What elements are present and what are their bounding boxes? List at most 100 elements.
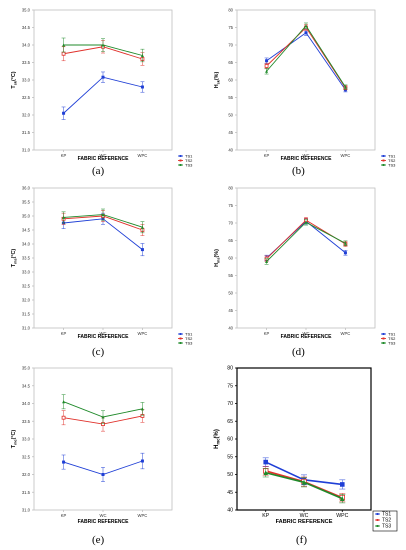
legend-marker (376, 525, 379, 527)
y-axis-title-subscript: sk (14, 80, 18, 85)
legend-marker (179, 155, 182, 157)
data-point-ts1 (101, 75, 105, 79)
data-point-ts1 (339, 482, 345, 487)
y-axis-title-subscript: ms (14, 258, 18, 264)
data-point-ts3 (101, 43, 105, 47)
legend-marker (179, 342, 182, 344)
y-tick-label: 45 (228, 130, 233, 135)
x-tick-label: WPC (138, 513, 148, 518)
caption-c: (c) (92, 346, 105, 358)
y-tick-label: 32.0 (22, 113, 31, 118)
y-tick-label: 65 (228, 238, 233, 243)
data-point-ts1 (62, 460, 66, 464)
y-axis-title-subscript: mc (14, 439, 18, 445)
y-tick-label: 50 (228, 291, 233, 296)
y-tick-label: 35.0 (22, 214, 31, 219)
data-point-ts1 (62, 111, 66, 115)
x-axis-title: FABRIC REFERENCE (78, 519, 130, 525)
y-axis-title: Tsk(°C) (11, 71, 18, 88)
y-tick-label: 34.0 (22, 43, 31, 48)
data-point-ts3 (62, 215, 66, 219)
caption-b: (b) (292, 165, 305, 177)
legend-label: TS3 (388, 163, 396, 168)
x-tick-label: WC (300, 513, 309, 519)
y-tick-label: 70 (228, 221, 233, 226)
data-point-ts1 (140, 85, 144, 89)
y-tick-label: 35.0 (22, 8, 31, 13)
y-axis-title: Hsk(%) (214, 72, 221, 89)
plot-frame (236, 367, 372, 511)
y-axis-title-unit: (°C) (11, 71, 17, 81)
y-tick-label: 32.5 (22, 95, 31, 100)
chart-b-svg: 40 45 50 55 60 65 70 75 80 KP WC WPC FABRIC REFERENC… (214, 8, 396, 168)
chart-panel-f: 40 45 50 55 60 65 70 75 80 KP WC WPC FABRIC REFERENC… (203, 358, 403, 532)
data-point-ts3 (140, 225, 144, 229)
legend-marker (179, 164, 182, 166)
x-tick-label: WPC (138, 153, 148, 158)
y-tick-label: 65 (228, 60, 233, 65)
y-tick-label: 34.5 (22, 383, 31, 388)
y-tick-label: 70 (228, 43, 233, 48)
y-tick-label: 31.0 (22, 326, 31, 331)
y-tick-label: 34.0 (22, 242, 31, 247)
series-line-ts1 (266, 220, 346, 259)
legend-marker (382, 333, 385, 335)
legend-marker (179, 333, 182, 335)
y-tick-label: 40 (227, 508, 233, 514)
y-tick-label: 34.5 (22, 25, 31, 30)
x-tick-label: KP (61, 331, 67, 336)
chart-e-svg: 31.0 31.5 32.0 32.5 33.0 33.5 34.0 34.5 35.0 KP WC… (11, 366, 173, 525)
chart-panel-e: 31.0 31.5 32.0 32.5 33.0 33.5 34.0 34.5 35.0 KP WC… (0, 358, 200, 530)
y-tick-label: 35.0 (22, 366, 31, 371)
data-point-ts1 (101, 473, 105, 476)
y-tick-label: 31.0 (22, 148, 31, 153)
y-tick-label: 34.0 (22, 401, 31, 406)
data-point-ts1 (140, 459, 144, 463)
chart-d-svg: 40 45 50 55 60 65 70 75 80 KP WC WPC FABRIC REFERENC… (214, 186, 396, 346)
data-point-ts3 (263, 470, 269, 476)
y-tick-label: 60 (228, 78, 233, 83)
data-point-ts3 (62, 43, 66, 47)
y-axis-title: Tmc(°C) (11, 430, 18, 449)
y-tick-label: 31.5 (22, 312, 31, 317)
y-axis-title: Hmc(%) (214, 429, 221, 449)
legend-marker (382, 155, 385, 157)
y-axis-title-unit: (°C) (11, 430, 17, 440)
y-tick-label: 32.0 (22, 472, 31, 477)
y-axis-title-main: H (214, 84, 220, 88)
y-axis-title-main: T (11, 85, 17, 89)
legend-marker (179, 159, 182, 162)
legend-label: TS3 (185, 163, 193, 168)
y-tick-label: 65 (227, 419, 233, 425)
data-point-ts1 (304, 31, 308, 35)
chart-panel-d: 40 45 50 55 60 65 70 75 80 KP WC WPC FABRIC REFERENC… (203, 178, 403, 346)
y-tick-label: 75 (227, 383, 233, 389)
y-tick-label: 35.5 (22, 200, 31, 205)
y-tick-label: 40 (228, 148, 233, 153)
series-line-ts2 (266, 219, 346, 260)
caption-a: (a) (92, 165, 105, 177)
legend-marker (382, 164, 385, 166)
x-axis-title: FABRIC REFERENCE (281, 334, 333, 340)
legend-label: TS2 (388, 336, 396, 341)
y-tick-label: 32.5 (22, 454, 31, 459)
legend-label: TS2 (185, 336, 193, 341)
y-tick-label: 32.0 (22, 298, 31, 303)
legend-label: TS1 (185, 154, 193, 159)
legend-marker (382, 342, 385, 344)
legend-label: TS3 (388, 341, 396, 346)
x-tick-label: KP (264, 331, 270, 336)
y-axis-title: Tms(°C) (11, 249, 18, 268)
y-tick-label: 80 (228, 186, 233, 191)
data-point-ts3 (101, 415, 105, 419)
y-tick-label: 75 (228, 203, 233, 208)
x-tick-label: WC (303, 331, 310, 336)
y-tick-label: 60 (227, 437, 233, 443)
y-axis-title-subscript: ms (217, 257, 221, 263)
legend-label: TS1 (388, 332, 396, 337)
y-axis-title-unit: (%) (214, 249, 220, 258)
x-tick-label: KP (262, 513, 269, 519)
x-tick-label: KP (61, 153, 67, 158)
legend-label: TS2 (382, 518, 391, 524)
data-point-ts3 (101, 213, 105, 217)
